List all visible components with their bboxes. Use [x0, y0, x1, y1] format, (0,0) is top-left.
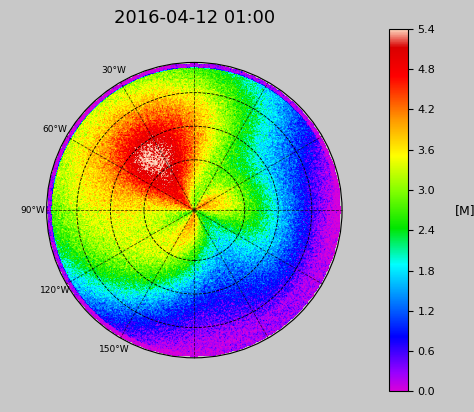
- Text: 90°W: 90°W: [21, 206, 46, 215]
- Text: [M]: [M]: [455, 204, 474, 217]
- Text: 30°W: 30°W: [101, 66, 126, 75]
- Text: 120°W: 120°W: [39, 286, 70, 295]
- Text: 150°W: 150°W: [99, 345, 129, 354]
- Text: 60°W: 60°W: [42, 125, 67, 134]
- Title: 2016-04-12 01:00: 2016-04-12 01:00: [114, 9, 275, 27]
